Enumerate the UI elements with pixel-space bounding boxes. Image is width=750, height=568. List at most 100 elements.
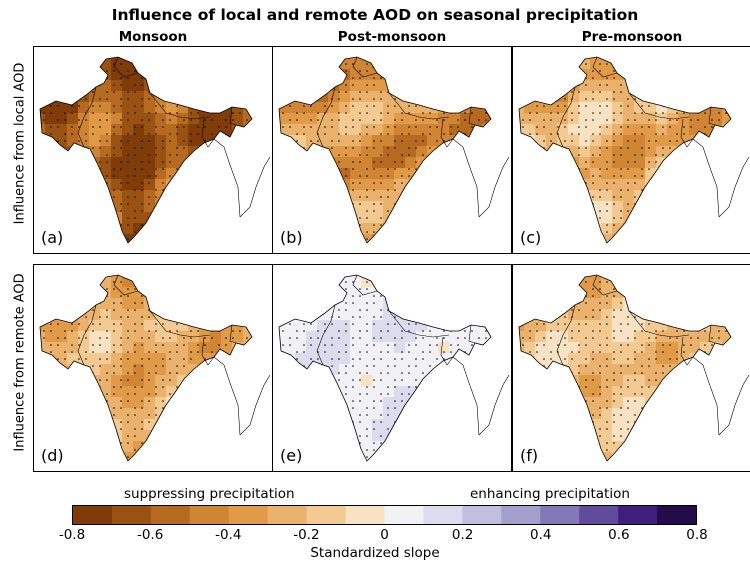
stipple-dot [450, 49, 452, 51]
grid-cell [67, 342, 78, 353]
stipple-dot [204, 224, 206, 226]
stipple-dot [232, 400, 234, 402]
stipple-dot [436, 119, 438, 121]
stipple-dot [529, 203, 531, 205]
grid-cell [383, 275, 394, 276]
stipple-dot [345, 168, 347, 170]
stipple-dot [78, 281, 80, 283]
grid-cell [111, 201, 122, 212]
grid-cell [568, 58, 579, 69]
grid-cell [295, 419, 306, 430]
stipple-dot [155, 217, 157, 219]
stipple-dot [43, 309, 45, 311]
grid-cell [524, 124, 535, 135]
stipple-dot [690, 57, 692, 58]
grid-cell [100, 245, 111, 253]
grid-cell [166, 102, 177, 113]
stipple-dot [106, 442, 108, 444]
stipple-dot [64, 217, 66, 219]
grid-cell [722, 201, 731, 212]
grid-cell [568, 135, 579, 146]
stipple-dot [380, 217, 382, 219]
stipple-dot [471, 154, 473, 156]
stipple-dot [141, 337, 143, 339]
grid-cell [122, 386, 133, 397]
grid-cell [317, 80, 328, 91]
stipple-dot [394, 281, 396, 283]
stipple-dot [366, 288, 368, 290]
stipple-dot [190, 288, 192, 290]
stipple-dot [260, 302, 262, 304]
stipple-dot [380, 275, 382, 276]
stipple-dot [176, 309, 178, 311]
stipple-dot [359, 245, 361, 247]
stipple-dot [197, 386, 199, 388]
stipple-dot [317, 224, 319, 226]
stipple-dot [331, 189, 333, 191]
grid-cell [733, 212, 744, 223]
grid-cell [590, 80, 601, 91]
grid-cell [133, 331, 144, 342]
stipple-dot [303, 175, 305, 177]
grid-cell [45, 331, 56, 342]
grid-cell [100, 430, 111, 441]
stipple-dot [148, 70, 150, 72]
stipple-dot [71, 105, 73, 107]
stipple-dot [92, 414, 94, 416]
grid-cell [100, 275, 111, 276]
grid-cell [243, 124, 252, 135]
stipple-dot [218, 49, 220, 51]
stipple-dot [127, 275, 129, 276]
grid-cell [56, 364, 67, 375]
grid-cell [188, 342, 199, 353]
stipple-dot [331, 231, 333, 233]
stipple-dot [218, 456, 220, 458]
stipple-dot [704, 126, 706, 128]
stipple-dot [43, 288, 45, 290]
stipple-dot [106, 217, 108, 219]
stipple-dot [99, 358, 101, 360]
grid-cell [427, 408, 438, 419]
stipple-dot [148, 154, 150, 156]
grid-cell [700, 245, 711, 253]
grid-cell [254, 276, 265, 287]
grid-cell [328, 419, 339, 430]
grid-cell [177, 463, 188, 471]
stipple-dot [85, 337, 87, 339]
stipple-dot [457, 281, 459, 283]
stipple-dot [134, 175, 136, 177]
grid-cell [89, 168, 100, 179]
grid-cell [601, 69, 612, 80]
stipple-dot [260, 344, 262, 346]
stipple-dot [429, 91, 431, 93]
stipple-dot [324, 217, 326, 219]
grid-cell [504, 223, 511, 234]
stipple-dot [471, 112, 473, 114]
grid-cell [482, 245, 493, 253]
grid-cell [733, 234, 744, 245]
grid-cell [557, 102, 568, 113]
grid-cell [634, 57, 645, 58]
grid-cell [265, 386, 272, 397]
grid-cell [284, 157, 295, 168]
grid-cell [416, 353, 427, 364]
grid-cell [177, 80, 188, 91]
grid-cell [460, 245, 471, 253]
grid-cell [460, 441, 471, 452]
grid-cell [67, 386, 78, 397]
grid-cell [67, 135, 78, 146]
stipple-dot [352, 140, 354, 142]
grid-cell [210, 102, 221, 113]
stipple-dot [176, 428, 178, 430]
grid-cell [471, 386, 482, 397]
stipple-dot [303, 267, 305, 269]
stipple-dot [176, 288, 178, 290]
stipple-dot [92, 281, 94, 283]
stipple-dot [634, 175, 636, 177]
grid-cell [67, 309, 78, 320]
grid-cell [449, 386, 460, 397]
stipple-dot [641, 91, 643, 93]
grid-cell [40, 168, 45, 179]
stipple-dot [485, 275, 487, 276]
stipple-dot [331, 245, 333, 247]
